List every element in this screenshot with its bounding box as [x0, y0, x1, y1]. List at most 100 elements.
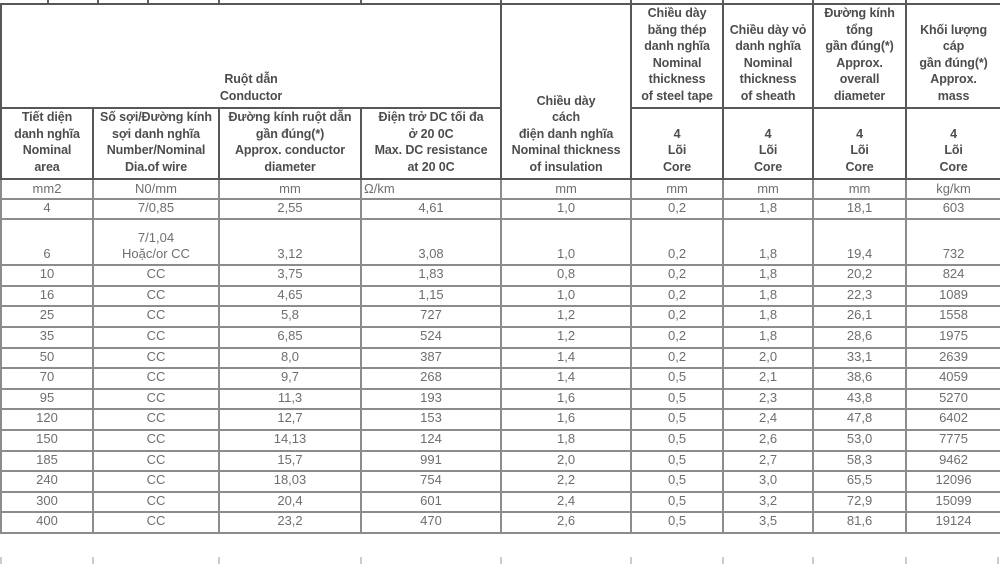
table-cell: 1975 — [905, 325, 1000, 349]
table-cell: 16 — [0, 284, 94, 308]
crop-artifact-tick — [92, 557, 94, 564]
crop-artifact-tick — [812, 0, 814, 3]
table-cell: 7775 — [905, 428, 1000, 452]
table-cell: 1,6 — [500, 408, 633, 431]
table-cell: CC — [92, 325, 220, 349]
table-cell: CC — [92, 284, 220, 308]
table-cell: 185 — [0, 449, 94, 473]
table-cell: 50 — [0, 346, 94, 370]
table-cell: 1,6 — [500, 387, 633, 411]
crop-artifact-tick — [722, 557, 724, 564]
table-cell: 4,61 — [359, 197, 503, 221]
crop-artifact-tick — [218, 557, 220, 564]
table-cell: 1,8 — [722, 264, 815, 287]
unit-cell: mm — [218, 178, 362, 200]
units-row: mm2 N0/mm mm Ω/km mm mm mm mm kg/km — [0, 178, 1000, 200]
table-cell: 150 — [0, 428, 94, 452]
table-cell: 153 — [359, 408, 503, 431]
table-cell: 15,7 — [218, 449, 362, 473]
table-cell: CC — [92, 511, 220, 534]
table-row: 6 7/1,04 Hoặc/or CC 3,12 3,08 1,0 0,2 1,8 19,4 7… — [0, 218, 1000, 267]
table-cell: CC — [92, 264, 220, 287]
table-cell: 0,2 — [630, 284, 725, 308]
table-cell: 3,2 — [722, 490, 815, 514]
unit-cell: mm — [500, 178, 633, 200]
table-row: 70 CC 9,7 268 1,4 0,5 2,1 38,6 4059 — [0, 367, 1000, 390]
table-cell: 6402 — [905, 408, 1000, 431]
table-cell: CC — [92, 346, 220, 370]
table-cell: 0,2 — [630, 218, 725, 267]
table-cell: 58,3 — [812, 449, 908, 473]
table-cell: 12096 — [905, 470, 1000, 493]
table-cell: 268 — [359, 367, 503, 390]
crop-artifact-tick — [500, 557, 502, 564]
table-cell: 0,5 — [630, 408, 725, 431]
table-cell: 4059 — [905, 367, 1000, 390]
table-cell: 14,13 — [218, 428, 362, 452]
table-cell: 0,2 — [630, 305, 725, 328]
table-cell: CC — [92, 367, 220, 390]
table-cell: 3,12 — [218, 218, 362, 267]
unit-cell: N0/mm — [92, 178, 220, 200]
table-cell: CC — [92, 305, 220, 328]
table-cell: 732 — [905, 218, 1000, 267]
table-cell: 23,2 — [218, 511, 362, 534]
table-cell: 2,7 — [722, 449, 815, 473]
table-cell: 1,15 — [359, 284, 503, 308]
table-cell: 25 — [0, 305, 94, 328]
table-cell: 28,6 — [812, 325, 908, 349]
unit-cell: kg/km — [905, 178, 1000, 200]
table-cell: 10 — [0, 264, 94, 287]
table-cell: 53,0 — [812, 428, 908, 452]
table-cell: 1,0 — [500, 197, 633, 221]
table-cell: 0,2 — [630, 346, 725, 370]
table-cell: CC — [92, 408, 220, 431]
table-cell: 991 — [359, 449, 503, 473]
table-cell: 72,9 — [812, 490, 908, 514]
table-cell: 22,3 — [812, 284, 908, 308]
table-cell: 120 — [0, 408, 94, 431]
table-cell: 524 — [359, 325, 503, 349]
table-cell: 7/1,04 Hoặc/or CC — [92, 218, 220, 267]
table-cell: 603 — [905, 197, 1000, 221]
crop-artifact-tick — [360, 557, 362, 564]
table-cell: 3,08 — [359, 218, 503, 267]
table-row: 16 CC 4,65 1,15 1,0 0,2 1,8 22,3 1089 — [0, 284, 1000, 308]
table-cell: CC — [92, 490, 220, 514]
crop-artifact-tick — [630, 557, 632, 564]
table-cell: 400 — [0, 511, 94, 534]
table-cell: 193 — [359, 387, 503, 411]
table-cell: 1,0 — [500, 284, 633, 308]
header-wire-number: Số sợi/Đường kính sợi danh nghĩa Number/… — [92, 107, 220, 180]
table-cell: 20,2 — [812, 264, 908, 287]
table-cell: 1,8 — [722, 197, 815, 221]
crop-artifact-tick — [722, 0, 724, 3]
table-cell: 1,4 — [500, 367, 633, 390]
table-cell: 18,1 — [812, 197, 908, 221]
table-cell: 2,6 — [500, 511, 633, 534]
table-cell: 1,8 — [722, 218, 815, 267]
table-row: 240 CC 18,03 754 2,2 0,5 3,0 65,5 12096 — [0, 470, 1000, 493]
crop-artifact-tick — [997, 557, 999, 564]
unit-cell: Ω/km — [359, 178, 503, 200]
table-cell: 727 — [359, 305, 503, 328]
table-cell: 1,8 — [722, 284, 815, 308]
table-cell: 12,7 — [218, 408, 362, 431]
table-cell: 95 — [0, 387, 94, 411]
table-cell: 11,3 — [218, 387, 362, 411]
table-cell: 7/0,85 — [92, 197, 220, 221]
table-cell: 1,8 — [500, 428, 633, 452]
table-cell: 35 — [0, 325, 94, 349]
unit-cell: mm — [630, 178, 725, 200]
table-cell: 124 — [359, 428, 503, 452]
table-cell: 1,83 — [359, 264, 503, 287]
table-cell: 2,3 — [722, 387, 815, 411]
table-cell: 2,4 — [500, 490, 633, 514]
table-cell: 824 — [905, 264, 1000, 287]
header-mass: Khối lượng cáp gần đúng(*) Approx. mass — [905, 3, 1000, 109]
header-core-mass: 4 Lõi Core — [905, 107, 1000, 180]
table-cell: 387 — [359, 346, 503, 370]
table-row: 150 CC 14,13 124 1,8 0,5 2,6 53,0 7775 — [0, 428, 1000, 452]
unit-cell: mm — [812, 178, 908, 200]
table-row: 25 CC 5,8 727 1,2 0,2 1,8 26,1 1558 — [0, 305, 1000, 328]
